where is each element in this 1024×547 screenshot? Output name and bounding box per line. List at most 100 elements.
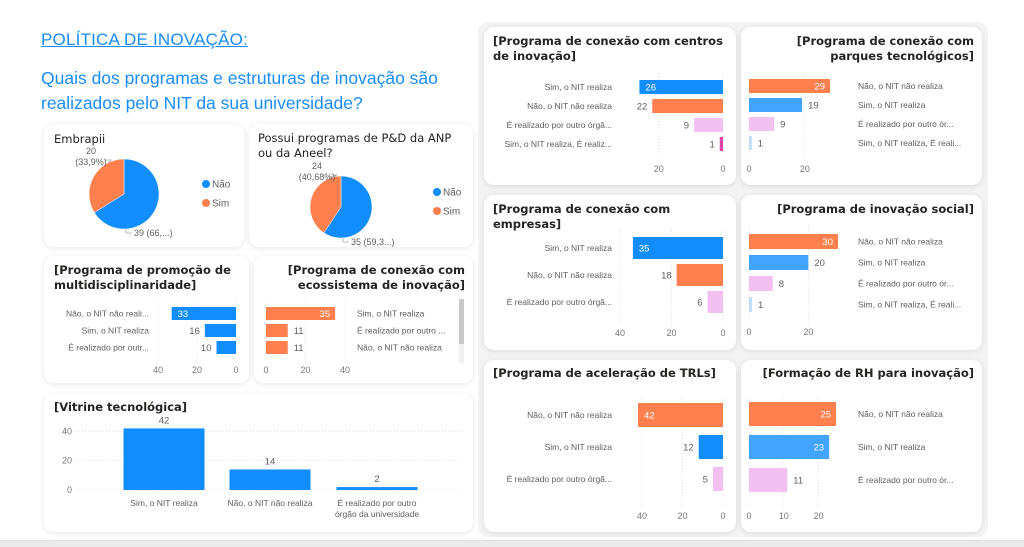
axis-tick-label: 0 xyxy=(720,511,725,521)
category-label: É realizado por outro xyxy=(338,498,417,508)
bar xyxy=(749,468,788,492)
data-label: 26 xyxy=(645,83,656,94)
pie-data-label: 20 xyxy=(86,146,96,156)
data-label: 35 xyxy=(639,244,650,255)
page-question: Quais dos programas e estruturas de inov… xyxy=(41,68,438,113)
bar xyxy=(749,255,809,270)
category-label: Sim, o NIT realiza xyxy=(82,326,150,336)
category-label: Não, o NIT não realiza xyxy=(527,410,612,420)
data-label: 42 xyxy=(159,415,170,426)
axis-tick-label: 10 xyxy=(779,511,789,521)
pie-slice-no xyxy=(93,158,160,230)
data-label: 22 xyxy=(637,102,648,113)
scrollbar-thumb[interactable] xyxy=(459,299,464,344)
category-label: Não, o NIT não realiza xyxy=(357,343,442,353)
chart-title: [Programa de conexão com centros de inov… xyxy=(493,34,723,63)
bar xyxy=(171,307,236,320)
category-label: Sim, o NIT realiza xyxy=(858,100,926,110)
axis-tick-label: 40 xyxy=(637,511,647,521)
data-label: 14 xyxy=(265,456,276,467)
axis-tick-label: 20 xyxy=(192,365,202,375)
anp-aneel-pie-chart: 35 (59,3...) 24(40,68%) Não Sim xyxy=(299,161,462,247)
bar xyxy=(652,99,723,113)
axis-tick-label: 20 xyxy=(678,511,688,521)
multidisciplinaridade-card: [Programa de promoção de multidisciplina… xyxy=(44,256,249,383)
category-label: Não, o NIT não realiza xyxy=(858,81,943,91)
bar xyxy=(749,136,752,150)
category-label: Sim, o NIT realiza xyxy=(357,309,425,319)
bar xyxy=(698,435,723,459)
chart-title: [Vitrine tecnológica] xyxy=(54,400,188,414)
chart-title: [Programa de conexão com empresas] xyxy=(493,202,671,231)
trls-bar-chart: 40 20 0 Não, o NIT não realiza 42 Sim, o NIT … xyxy=(507,396,726,521)
anp-aneel-card: Possui programas de P&D da ANP ou da Ane… xyxy=(249,124,473,247)
category-label: É realizado por outro ór... xyxy=(858,279,953,289)
pie-data-label: (33,9%) xyxy=(75,157,107,167)
data-label: 11 xyxy=(793,476,803,487)
category-label: É realizado por outro órgã... xyxy=(507,474,612,484)
category-label: Sim, o NIT realiza xyxy=(545,243,613,253)
data-label: 23 xyxy=(813,443,824,454)
embrapii-pie-chart: 39 (66,...) 20(33,9%) Não Sim xyxy=(75,146,231,238)
parques-card: [Programa de conexão com parques tecnoló… xyxy=(741,27,982,185)
category-label: É realizado por outro ... xyxy=(357,326,445,336)
bar xyxy=(638,403,723,427)
bar xyxy=(749,117,775,131)
chart-title: [Programa de conexão com parques tecnoló… xyxy=(796,34,974,63)
category-label: Sim, o NIT realiza, É reali... xyxy=(858,300,961,310)
axis-tick-label: 20 xyxy=(654,164,664,174)
chart-title: [Programa de aceleração de TRLs] xyxy=(493,366,716,380)
axis-tick-label: 40 xyxy=(62,426,72,436)
data-label: 6 xyxy=(697,298,702,309)
legend-label: Sim xyxy=(212,199,229,210)
page-heading[interactable]: POLÍTICA DE INOVAÇÃO: xyxy=(41,30,248,49)
category-label: Não, o NIT não realiza xyxy=(858,409,943,419)
data-label: 35 xyxy=(320,309,331,320)
axis-tick-label: 0 xyxy=(746,511,751,521)
legend-marker xyxy=(202,180,210,188)
data-label: 29 xyxy=(814,82,825,93)
rh-card: [Formação de RH para inovação] 0 10 20 Não,… xyxy=(741,360,982,532)
legend-label: Não xyxy=(212,180,231,191)
category-label: Não, o NIT não realiza xyxy=(527,101,612,111)
pie-leader-line xyxy=(326,174,338,181)
axis-tick-label: 0 xyxy=(67,485,72,495)
data-label: 12 xyxy=(683,443,694,454)
axis-tick-label: 0 xyxy=(746,327,751,337)
bar xyxy=(123,428,205,490)
data-label: 18 xyxy=(661,271,672,282)
category-label: Sim, o NIT realiza xyxy=(545,82,613,92)
data-label: 5 xyxy=(703,475,708,486)
data-label: 25 xyxy=(820,410,831,421)
axis-tick-label: 0 xyxy=(746,164,751,174)
pie-leader-line xyxy=(125,229,132,234)
multidisciplinaridade-bar-chart: 40 20 0 Não, o NIT não reali... 33 Sim, o NIT… xyxy=(66,301,239,375)
bar xyxy=(266,324,288,337)
axis-tick-label: 0 xyxy=(233,365,238,375)
pie-slice-sim xyxy=(88,158,125,213)
category-label: Sim, o NIT realiza xyxy=(858,258,926,268)
bar xyxy=(676,264,723,286)
chart-title: [Formação de RH para inovação] xyxy=(762,366,974,380)
embrapii-card: Embrapii 39 (66,...) 20 (33,9%) Não Sim xyxy=(44,124,244,247)
category-label: É realizado por outro órgã... xyxy=(507,297,612,307)
axis-tick-label: 20 xyxy=(62,456,72,466)
bar xyxy=(749,435,830,459)
axis-tick-label: 20 xyxy=(666,328,676,338)
axis-tick-label: 40 xyxy=(340,365,350,375)
bar xyxy=(266,307,336,320)
data-label: 1 xyxy=(709,140,714,151)
bottom-bar xyxy=(0,540,1024,547)
data-label: 16 xyxy=(189,326,200,337)
axis-tick-label: 20 xyxy=(803,327,813,337)
axis-tick-label: 0 xyxy=(720,328,725,338)
bar xyxy=(749,276,773,291)
pie-leader-line xyxy=(105,159,112,164)
data-label: 9 xyxy=(684,121,689,132)
ecossistema-bar-chart: 0 20 40 Sim, o NIT realiza 35 É realizado por… xyxy=(263,301,445,375)
rh-bar-chart: 0 10 20 Não, o NIT não realiza 25 Sim, o NIT … xyxy=(746,396,953,521)
data-label: 8 xyxy=(779,279,784,290)
bar xyxy=(749,98,803,112)
data-label: 33 xyxy=(178,309,189,320)
